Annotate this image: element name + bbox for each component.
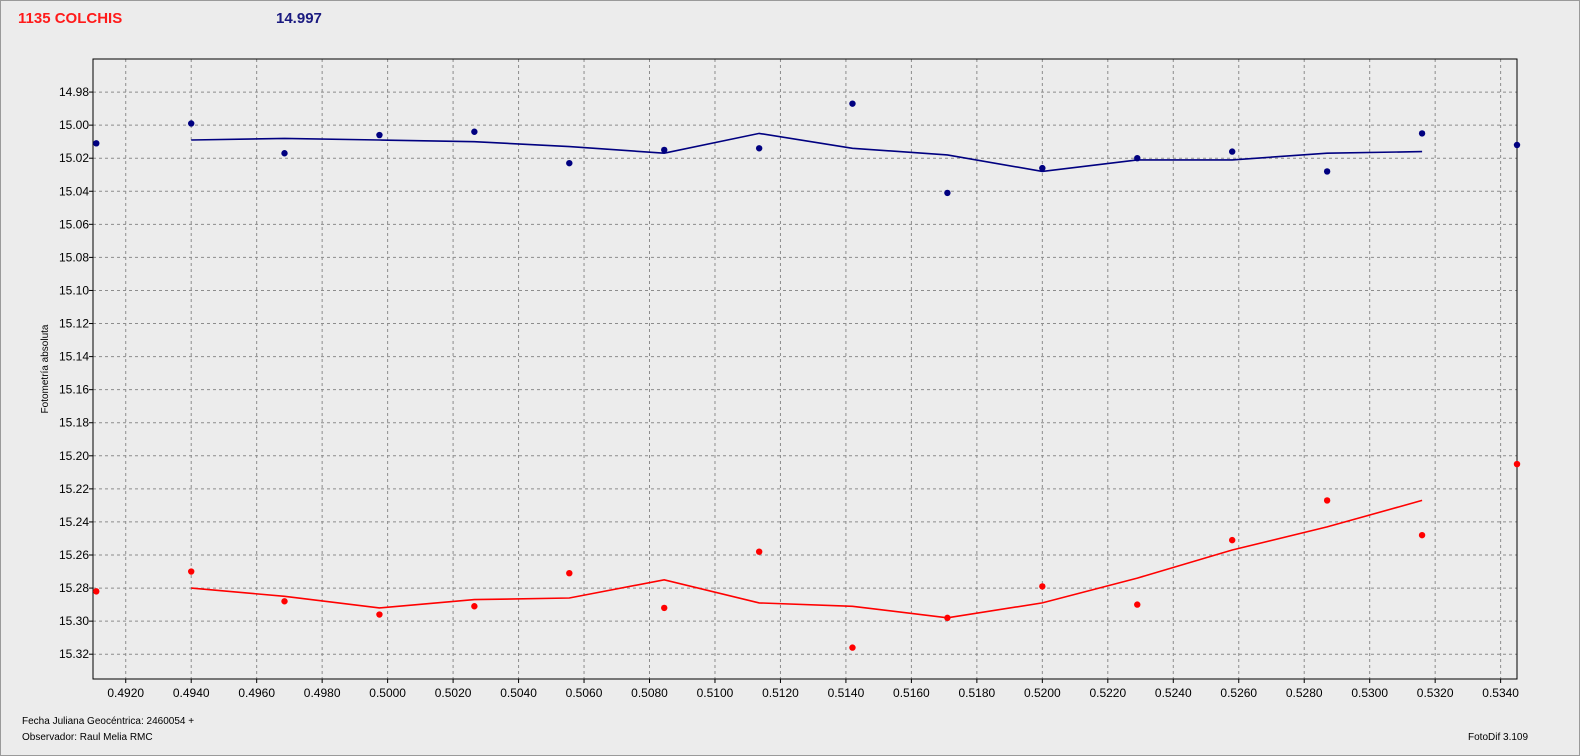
y-tick-labels: 14.98 15.00 15.02 15.04 15.06 15.08 15.10 15.12…	[59, 85, 89, 661]
data-point	[1039, 583, 1046, 590]
data-point	[281, 150, 288, 157]
data-point	[376, 131, 383, 139]
y-tick-label: 15.30	[59, 614, 89, 628]
x-tick-label: 0.5000	[369, 686, 406, 700]
data-point	[1229, 148, 1236, 155]
y-tick-label: 15.18	[59, 416, 89, 430]
data-point	[755, 145, 763, 152]
y-tick-label: 14.98	[59, 85, 89, 99]
series-layer	[93, 100, 1521, 651]
data-point	[1418, 130, 1426, 137]
y-tick-label: 15.12	[59, 317, 89, 331]
trend-line	[191, 132, 1423, 173]
x-tick-label: 0.5300	[1351, 686, 1388, 700]
data-point	[566, 159, 573, 167]
data-point	[661, 604, 668, 612]
data-point	[755, 548, 763, 555]
x-tick-label: 0.4920	[107, 686, 144, 700]
tick-layer	[89, 91, 1502, 683]
x-tick-label: 0.5180	[959, 686, 996, 700]
data-point	[1134, 155, 1141, 162]
star-name-title: 1135 COLCHIS	[18, 10, 123, 27]
y-tick-label: 15.28	[59, 581, 89, 595]
plot-area-border	[92, 58, 1518, 680]
x-tick-label: 0.5040	[500, 686, 537, 700]
y-tick-label: 15.32	[59, 647, 89, 661]
data-point	[1229, 536, 1236, 544]
data-point	[376, 611, 383, 618]
x-tick-label: 0.4960	[238, 686, 275, 700]
series-1	[93, 460, 1521, 651]
x-tick-label: 0.4940	[173, 686, 210, 700]
data-point	[1323, 168, 1331, 175]
x-tick-label: 0.5260	[1220, 686, 1257, 700]
x-tick-label: 0.5120	[762, 686, 799, 700]
data-point	[471, 128, 478, 135]
x-tick-label: 0.5320	[1417, 686, 1454, 700]
y-tick-label: 15.06	[59, 217, 89, 231]
data-point	[1134, 601, 1141, 608]
series-0	[93, 100, 1521, 197]
x-tick-label: 0.5020	[435, 686, 472, 700]
grid-layer	[93, 59, 1517, 679]
x-tick-label: 0.5100	[697, 686, 734, 700]
data-point	[1418, 531, 1426, 539]
data-point	[1039, 164, 1046, 172]
data-point	[849, 100, 856, 107]
y-axis-title: Fotometría absoluta	[40, 324, 51, 413]
y-tick-label: 15.08	[59, 250, 89, 264]
data-point	[281, 598, 288, 605]
y-tick-label: 15.14	[59, 350, 89, 364]
y-tick-label: 15.04	[59, 184, 89, 198]
x-tick-labels: 0.4920 0.4940 0.4960 0.4980 0.5000 0.5020 0.50…	[107, 686, 1519, 700]
y-tick-label: 15.16	[59, 383, 89, 397]
y-tick-label: 15.00	[59, 118, 89, 132]
x-tick-label: 0.5340	[1482, 686, 1519, 700]
observer-label: Observador: Raul Melia RMC	[22, 732, 153, 743]
julian-date-label: Fecha Juliana Geocéntrica: 2460054 +	[22, 716, 195, 727]
y-tick-label: 15.20	[59, 449, 89, 463]
x-tick-label: 0.5220	[1089, 686, 1126, 700]
y-tick-label: 15.02	[59, 151, 89, 165]
data-point	[661, 146, 668, 154]
data-point	[1513, 460, 1521, 468]
magnitude-value: 14.997	[276, 10, 322, 27]
x-tick-label: 0.5060	[566, 686, 603, 700]
data-point	[471, 603, 478, 610]
data-point	[1323, 497, 1331, 504]
data-point	[188, 120, 195, 127]
y-tick-label: 15.24	[59, 515, 89, 529]
data-point	[93, 140, 100, 147]
data-point	[944, 614, 951, 622]
data-point	[849, 644, 856, 651]
software-version-label: FotoDif 3.109	[1468, 732, 1529, 743]
data-point	[1513, 141, 1521, 149]
y-tick-label: 15.22	[59, 482, 89, 496]
x-tick-label: 0.5280	[1286, 686, 1323, 700]
data-point	[566, 569, 573, 577]
x-tick-label: 0.5140	[828, 686, 865, 700]
data-point	[188, 568, 195, 575]
x-tick-label: 0.5200	[1024, 686, 1061, 700]
trend-line	[191, 499, 1423, 619]
x-tick-label: 0.5160	[893, 686, 930, 700]
x-tick-label: 0.5240	[1155, 686, 1192, 700]
x-tick-label: 0.4980	[304, 686, 341, 700]
data-point	[93, 588, 100, 595]
y-tick-label: 15.26	[59, 548, 89, 562]
y-tick-label: 15.10	[59, 283, 89, 297]
data-point	[944, 189, 951, 197]
x-tick-label: 0.5080	[631, 686, 668, 700]
